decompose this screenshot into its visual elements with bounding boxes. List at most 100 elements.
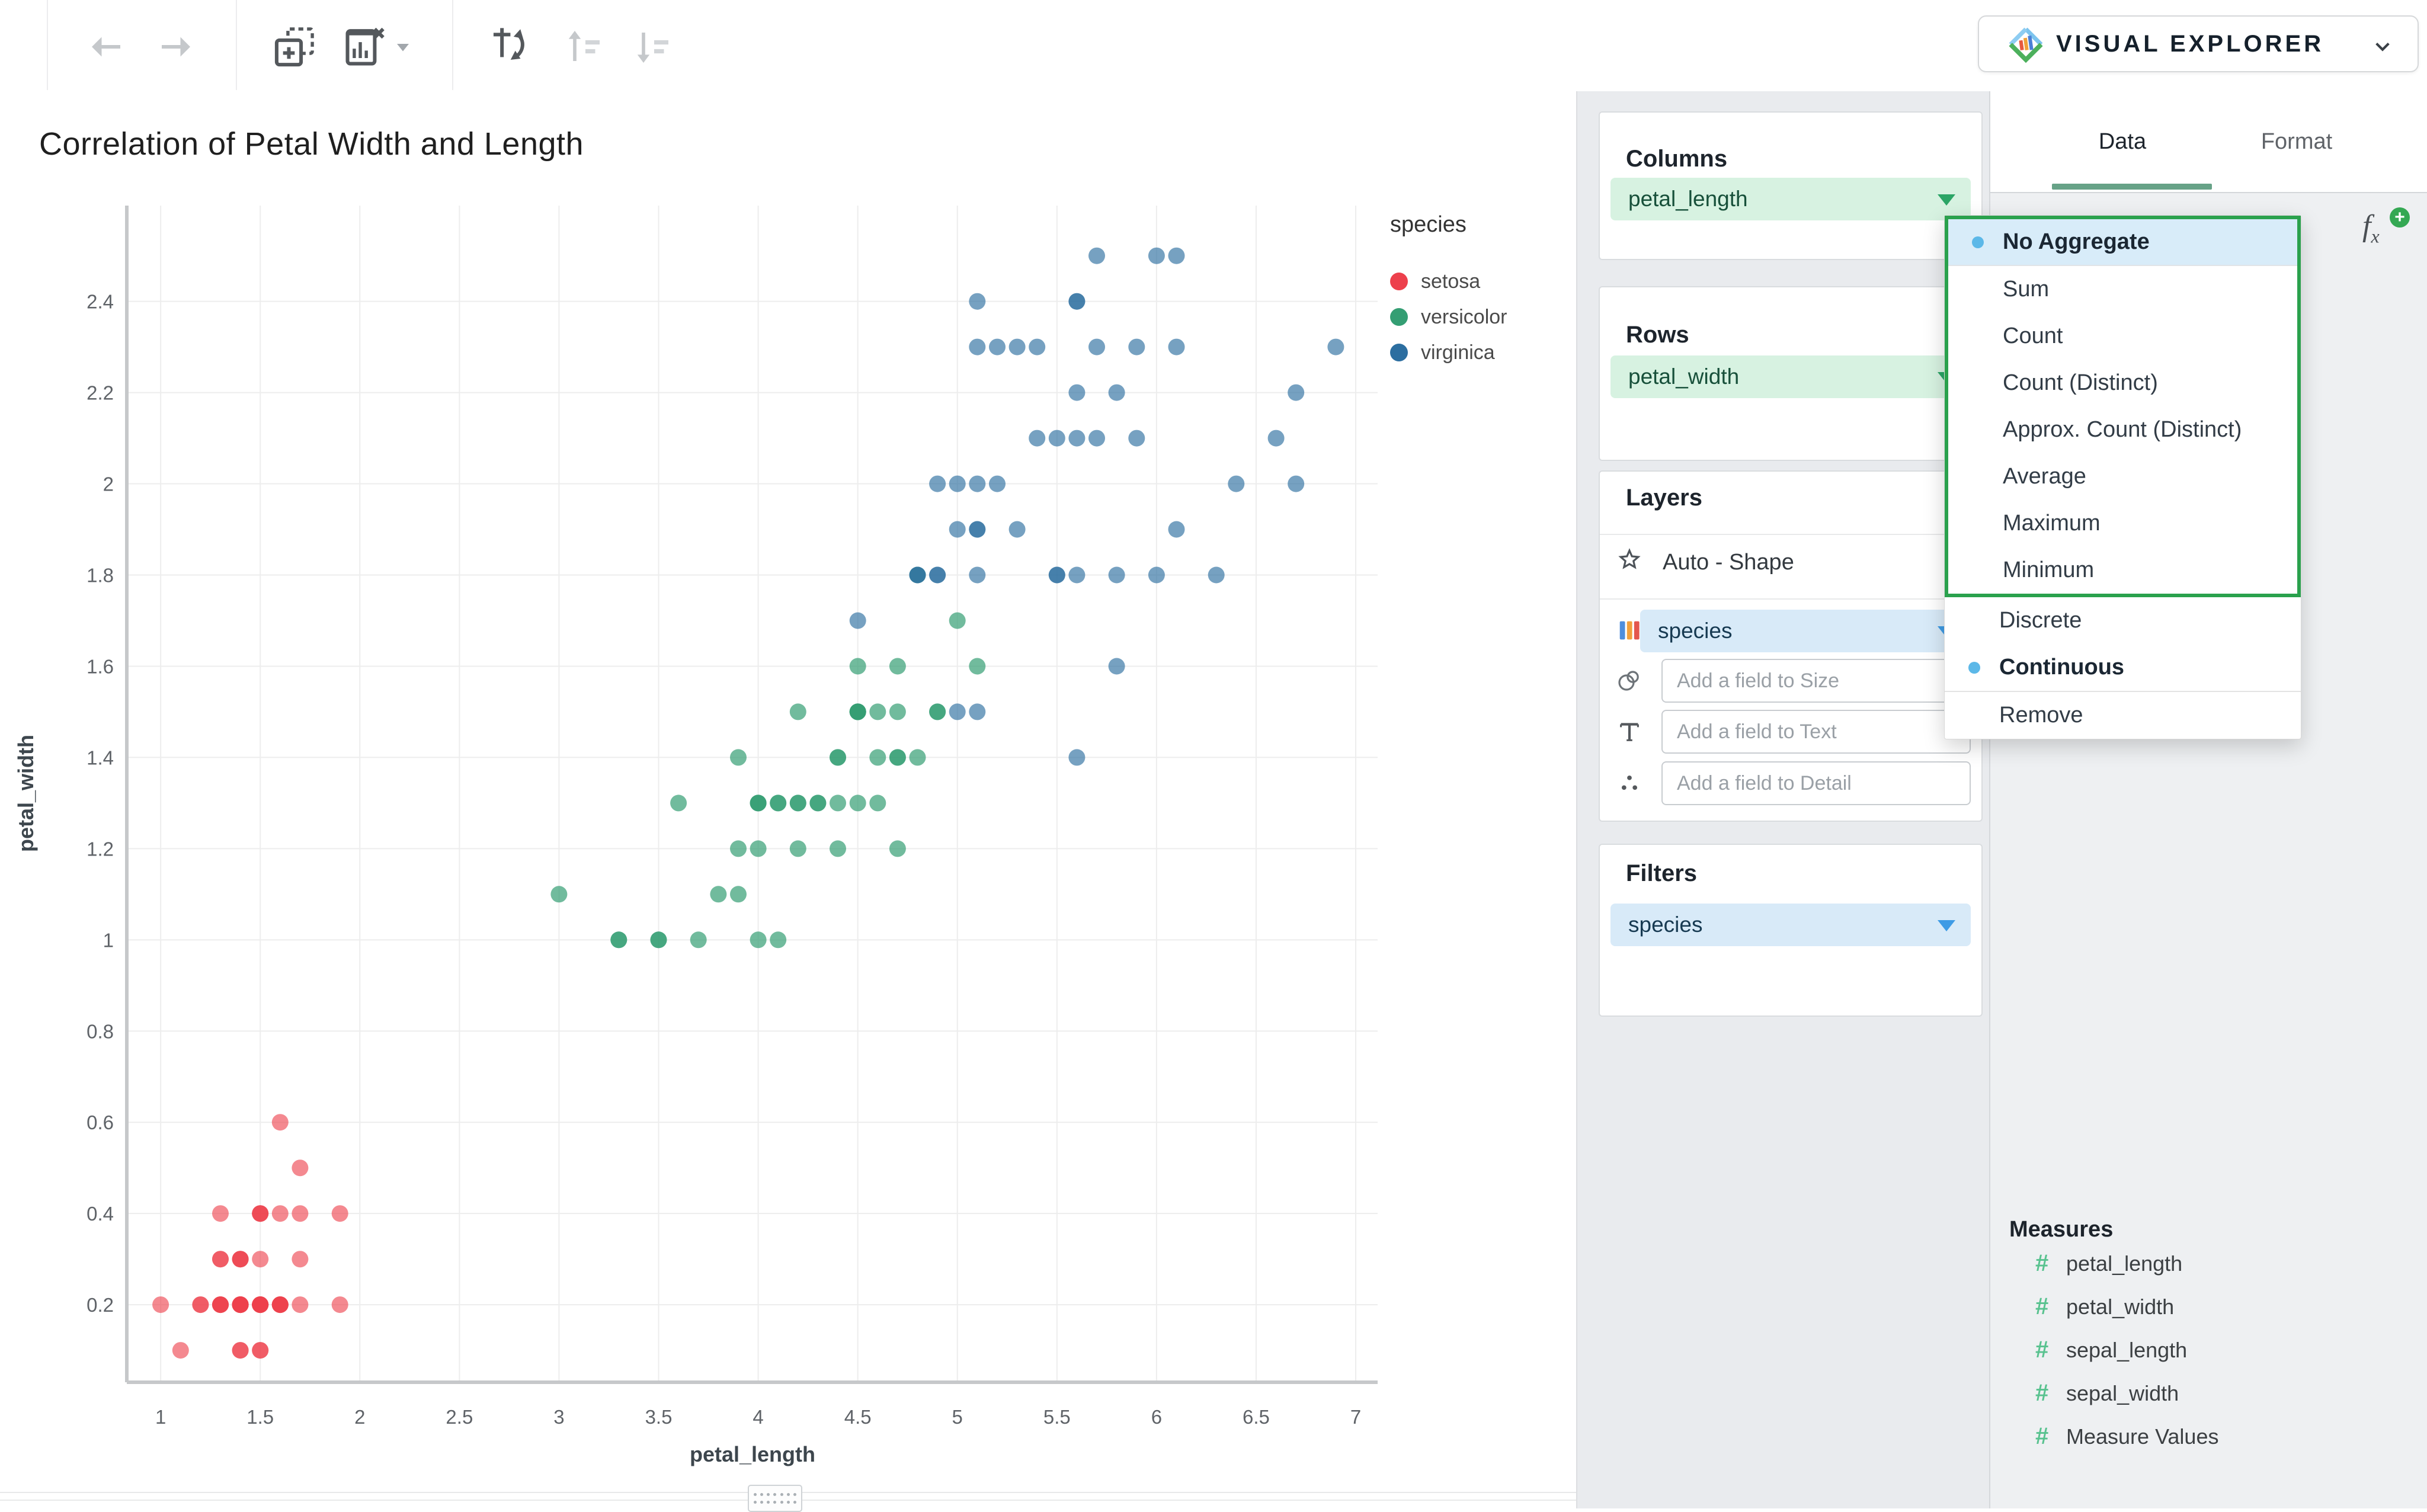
data-point[interactable] — [1228, 475, 1245, 492]
menu-item-sum[interactable]: Sum — [1948, 266, 2297, 313]
data-point[interactable] — [1128, 430, 1145, 447]
data-point[interactable] — [989, 475, 1006, 492]
data-point[interactable] — [212, 1205, 229, 1222]
data-point[interactable] — [710, 886, 727, 903]
data-point[interactable] — [929, 703, 946, 720]
data-point[interactable] — [1068, 566, 1086, 584]
data-point[interactable] — [252, 1205, 269, 1222]
data-point[interactable] — [730, 749, 747, 766]
menu-item-remove[interactable]: Remove — [1945, 692, 2301, 739]
legend-item-versicolor[interactable]: versicolor — [1387, 299, 1570, 335]
data-point[interactable] — [889, 749, 906, 766]
tab-data[interactable]: Data — [2098, 129, 2147, 154]
add-chart-icon[interactable] — [271, 24, 318, 70]
data-point[interactable] — [1048, 566, 1065, 584]
data-point[interactable] — [192, 1296, 209, 1314]
data-point[interactable] — [969, 566, 986, 584]
layer-shape-row[interactable]: Auto - Shape — [1663, 550, 1794, 575]
data-point[interactable] — [1148, 247, 1165, 264]
data-point[interactable] — [830, 795, 846, 812]
redo-arrow-icon[interactable] — [153, 24, 199, 70]
data-point[interactable] — [271, 1296, 289, 1314]
data-point[interactable] — [1029, 430, 1046, 447]
formula-add-icon[interactable]: fx + — [2362, 207, 2416, 256]
data-point[interactable] — [789, 795, 806, 812]
data-point[interactable] — [1068, 293, 1086, 310]
data-point[interactable] — [271, 1114, 289, 1131]
data-point[interactable] — [869, 795, 886, 812]
measure-item-petal-length[interactable]: # petal_length — [2035, 1242, 2218, 1285]
menu-item-count[interactable]: Count — [1948, 313, 2297, 360]
data-point[interactable] — [949, 475, 966, 492]
data-point[interactable] — [331, 1205, 348, 1222]
data-point[interactable] — [969, 338, 986, 355]
data-point[interactable] — [949, 703, 966, 720]
data-point[interactable] — [989, 338, 1006, 355]
data-point[interactable] — [1048, 430, 1065, 447]
color-pill-species[interactable]: species — [1640, 610, 1971, 652]
data-point[interactable] — [292, 1296, 309, 1314]
data-point[interactable] — [889, 658, 906, 675]
sort-descending-icon[interactable] — [629, 24, 675, 70]
data-point[interactable] — [232, 1342, 249, 1359]
data-point[interactable] — [1088, 338, 1105, 355]
data-point[interactable] — [1168, 247, 1185, 264]
data-point[interactable] — [1068, 384, 1086, 401]
measure-item-sepal-length[interactable]: # sepal_length — [2035, 1328, 2218, 1372]
data-point[interactable] — [1108, 384, 1125, 401]
data-point[interactable] — [730, 840, 747, 857]
data-point[interactable] — [969, 703, 986, 720]
data-point[interactable] — [849, 658, 866, 675]
filters-pill-species[interactable]: species — [1610, 904, 1971, 946]
menu-item-maximum[interactable]: Maximum — [1948, 500, 2297, 547]
data-point[interactable] — [1108, 658, 1125, 675]
data-point[interactable] — [770, 931, 787, 949]
data-point[interactable] — [889, 840, 906, 857]
data-point[interactable] — [271, 1205, 289, 1222]
legend-item-setosa[interactable]: setosa — [1387, 264, 1570, 299]
data-point[interactable] — [1148, 566, 1165, 584]
undo-arrow-icon[interactable] — [83, 24, 129, 70]
measure-item-sepal-width[interactable]: # sepal_width — [2035, 1372, 2218, 1415]
tab-format[interactable]: Format — [2260, 129, 2333, 154]
visual-explorer-menu-button[interactable]: VISUAL EXPLORER — [1978, 15, 2419, 72]
data-point[interactable] — [670, 795, 687, 812]
sort-ascending-icon[interactable] — [561, 24, 607, 70]
menu-item-minimum[interactable]: Minimum — [1948, 547, 2297, 594]
data-point[interactable] — [789, 703, 806, 720]
data-point[interactable] — [969, 293, 986, 310]
menu-item-count-distinct-[interactable]: Count (Distinct) — [1948, 360, 2297, 406]
data-point[interactable] — [750, 795, 767, 812]
columns-pill-petal-length[interactable]: petal_length — [1610, 178, 1971, 220]
data-point[interactable] — [969, 658, 986, 675]
data-point[interactable] — [1088, 247, 1105, 264]
data-point[interactable] — [550, 886, 568, 903]
menu-item-average[interactable]: Average — [1948, 453, 2297, 500]
data-point[interactable] — [252, 1251, 269, 1268]
data-point[interactable] — [1029, 338, 1046, 355]
data-point[interactable] — [849, 795, 866, 812]
detail-field-input[interactable]: Add a field to Detail — [1661, 761, 1971, 805]
data-point[interactable] — [1168, 521, 1185, 538]
data-point[interactable] — [789, 840, 806, 857]
data-point[interactable] — [252, 1296, 269, 1314]
remove-chart-icon[interactable] — [341, 24, 388, 70]
data-point[interactable] — [292, 1251, 309, 1268]
data-point[interactable] — [889, 703, 906, 720]
data-point[interactable] — [770, 795, 787, 812]
data-point[interactable] — [809, 795, 827, 812]
data-point[interactable] — [869, 749, 886, 766]
data-point[interactable] — [730, 886, 747, 903]
data-point[interactable] — [969, 475, 986, 492]
data-point[interactable] — [232, 1296, 249, 1314]
legend-item-virginica[interactable]: virginica — [1387, 335, 1570, 370]
menu-item-no-aggregate[interactable]: No Aggregate — [1948, 219, 2297, 266]
menu-item-continuous[interactable]: Continuous — [1945, 644, 2301, 691]
pill-caret-icon[interactable] — [1938, 920, 1955, 931]
data-point[interactable] — [690, 931, 707, 949]
data-point[interactable] — [750, 840, 767, 857]
data-point[interactable] — [292, 1159, 309, 1177]
data-point[interactable] — [869, 703, 886, 720]
data-point[interactable] — [252, 1342, 269, 1359]
scatter-plot[interactable]: 1 1.5 2 2.5 3 3.5 4 4.5 5 5.5 6 6.5 7 0.2 0.4 0.6 0.8 1 1.… — [0, 91, 1576, 1508]
